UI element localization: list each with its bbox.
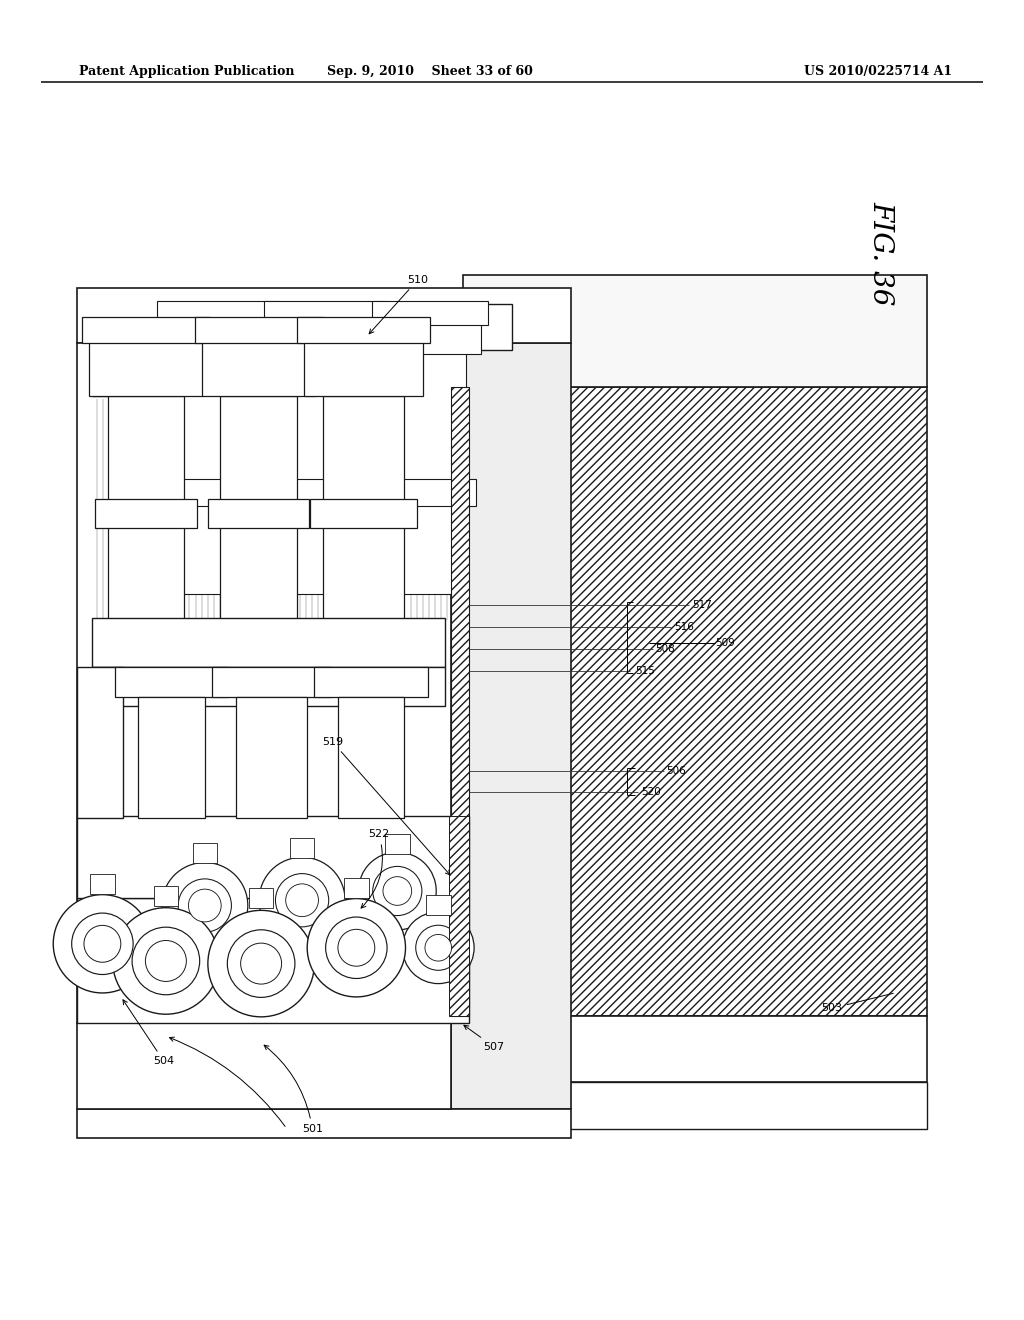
Text: 509: 509 — [715, 638, 734, 648]
Polygon shape — [463, 1082, 927, 1129]
Circle shape — [162, 862, 248, 949]
Circle shape — [241, 942, 282, 985]
Circle shape — [425, 935, 452, 961]
Circle shape — [53, 895, 152, 993]
Polygon shape — [77, 343, 451, 1023]
Text: 501: 501 — [264, 1045, 323, 1134]
Polygon shape — [451, 343, 571, 1109]
Circle shape — [188, 890, 221, 921]
Polygon shape — [77, 1023, 451, 1109]
Polygon shape — [463, 387, 927, 1016]
Circle shape — [416, 925, 461, 970]
Text: US 2010/0225714 A1: US 2010/0225714 A1 — [804, 65, 952, 78]
Polygon shape — [195, 317, 323, 343]
Polygon shape — [290, 838, 314, 858]
Polygon shape — [208, 499, 309, 528]
Circle shape — [113, 908, 219, 1014]
Polygon shape — [287, 350, 364, 594]
Circle shape — [373, 866, 422, 916]
Polygon shape — [220, 396, 297, 620]
Text: 503: 503 — [820, 994, 893, 1014]
Polygon shape — [92, 343, 445, 396]
Polygon shape — [451, 387, 469, 1016]
Circle shape — [208, 911, 314, 1016]
Polygon shape — [304, 339, 423, 396]
Circle shape — [72, 913, 133, 974]
Polygon shape — [77, 1109, 571, 1138]
Text: 522: 522 — [361, 829, 389, 908]
Polygon shape — [449, 816, 469, 1016]
Polygon shape — [394, 350, 466, 594]
Polygon shape — [314, 667, 428, 697]
Polygon shape — [77, 816, 469, 898]
Text: 516: 516 — [674, 622, 693, 632]
Circle shape — [286, 884, 318, 916]
Circle shape — [358, 853, 436, 929]
Text: 519: 519 — [322, 737, 451, 875]
Circle shape — [227, 929, 295, 998]
Polygon shape — [164, 321, 271, 354]
Circle shape — [307, 899, 406, 997]
Polygon shape — [92, 667, 445, 706]
Polygon shape — [138, 697, 205, 818]
Polygon shape — [77, 288, 571, 343]
Polygon shape — [157, 301, 279, 325]
Circle shape — [145, 940, 186, 982]
Polygon shape — [338, 697, 404, 818]
Polygon shape — [77, 898, 469, 1023]
Polygon shape — [159, 304, 512, 350]
Text: 507: 507 — [464, 1026, 505, 1052]
Polygon shape — [276, 479, 374, 506]
Circle shape — [275, 874, 329, 927]
Circle shape — [338, 929, 375, 966]
Polygon shape — [323, 396, 404, 620]
Polygon shape — [310, 499, 417, 528]
Polygon shape — [77, 667, 123, 818]
Polygon shape — [108, 396, 184, 620]
Polygon shape — [95, 499, 197, 528]
Polygon shape — [193, 843, 217, 863]
Polygon shape — [297, 317, 430, 343]
Circle shape — [132, 927, 200, 995]
Polygon shape — [179, 350, 256, 594]
Polygon shape — [344, 878, 369, 898]
Text: 517: 517 — [692, 599, 712, 610]
Polygon shape — [384, 479, 476, 506]
Circle shape — [326, 917, 387, 978]
Polygon shape — [463, 1016, 927, 1082]
Polygon shape — [115, 667, 228, 697]
Polygon shape — [463, 275, 927, 387]
Polygon shape — [236, 697, 307, 818]
Text: Sep. 9, 2010    Sheet 33 of 60: Sep. 9, 2010 Sheet 33 of 60 — [327, 65, 534, 78]
Text: 508: 508 — [655, 644, 675, 655]
Circle shape — [84, 925, 121, 962]
Polygon shape — [89, 339, 203, 396]
Polygon shape — [385, 834, 410, 854]
Polygon shape — [154, 886, 178, 906]
Text: 504: 504 — [123, 999, 174, 1067]
Text: 515: 515 — [635, 665, 654, 676]
Polygon shape — [372, 301, 488, 325]
Polygon shape — [379, 321, 481, 354]
Circle shape — [259, 857, 345, 944]
Polygon shape — [264, 301, 386, 325]
Polygon shape — [90, 874, 115, 894]
Circle shape — [178, 879, 231, 932]
Text: 520: 520 — [641, 787, 660, 797]
Polygon shape — [212, 667, 331, 697]
Polygon shape — [202, 339, 315, 396]
Polygon shape — [271, 321, 379, 354]
Text: 506: 506 — [667, 766, 686, 776]
Circle shape — [402, 912, 474, 983]
Circle shape — [383, 876, 412, 906]
Text: 510: 510 — [370, 275, 428, 334]
Polygon shape — [426, 895, 451, 915]
Polygon shape — [249, 888, 273, 908]
Polygon shape — [169, 479, 266, 506]
Polygon shape — [92, 618, 445, 667]
Text: Patent Application Publication: Patent Application Publication — [79, 65, 294, 78]
Polygon shape — [82, 317, 210, 343]
Text: FIG. 36: FIG. 36 — [867, 201, 894, 306]
